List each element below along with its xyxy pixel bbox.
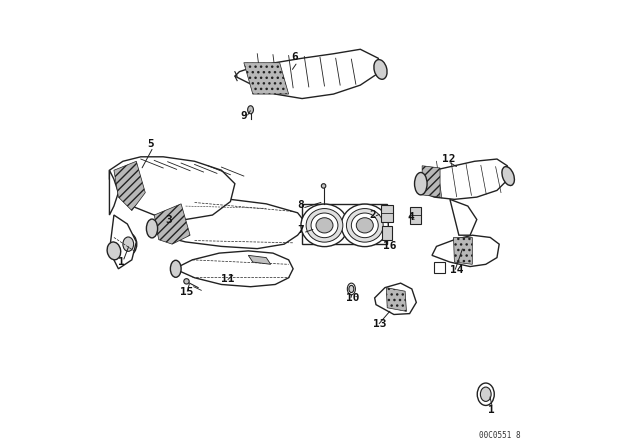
Ellipse shape: [346, 209, 383, 242]
Ellipse shape: [502, 167, 515, 185]
Ellipse shape: [248, 106, 253, 114]
Polygon shape: [150, 199, 307, 249]
Text: 1: 1: [488, 405, 495, 415]
Ellipse shape: [481, 387, 491, 401]
Ellipse shape: [184, 279, 189, 284]
Polygon shape: [174, 251, 293, 287]
FancyBboxPatch shape: [410, 207, 421, 224]
Polygon shape: [419, 159, 508, 199]
Polygon shape: [435, 262, 445, 273]
FancyBboxPatch shape: [381, 205, 394, 222]
Text: 15: 15: [180, 287, 194, 297]
Ellipse shape: [321, 184, 326, 188]
Ellipse shape: [341, 204, 388, 246]
Text: 11: 11: [221, 274, 234, 284]
Text: 00C0551 8: 00C0551 8: [479, 431, 521, 440]
Text: 3: 3: [165, 215, 172, 224]
Polygon shape: [114, 161, 145, 211]
Polygon shape: [454, 237, 472, 264]
Polygon shape: [302, 204, 387, 244]
Ellipse shape: [349, 285, 354, 293]
Polygon shape: [374, 283, 417, 314]
Polygon shape: [422, 166, 440, 197]
Polygon shape: [235, 49, 380, 99]
Text: 5: 5: [148, 139, 154, 149]
Polygon shape: [154, 204, 190, 244]
Ellipse shape: [316, 218, 333, 233]
Ellipse shape: [107, 242, 121, 260]
Ellipse shape: [415, 172, 427, 195]
Ellipse shape: [170, 260, 181, 277]
Text: 13: 13: [373, 319, 387, 329]
Ellipse shape: [147, 219, 157, 238]
Text: 4: 4: [407, 211, 414, 221]
Polygon shape: [387, 288, 406, 311]
Ellipse shape: [311, 213, 338, 237]
Text: 1: 1: [118, 257, 124, 267]
Text: 16: 16: [383, 241, 396, 250]
Polygon shape: [109, 157, 235, 220]
Text: 10: 10: [346, 293, 360, 303]
Text: 6: 6: [291, 52, 298, 62]
Ellipse shape: [374, 60, 387, 79]
Text: 7: 7: [298, 225, 305, 235]
Polygon shape: [109, 215, 136, 269]
Polygon shape: [244, 63, 289, 94]
Ellipse shape: [301, 204, 348, 246]
Polygon shape: [248, 255, 271, 264]
FancyBboxPatch shape: [382, 226, 392, 240]
Ellipse shape: [120, 233, 137, 255]
Text: 9: 9: [241, 111, 248, 121]
Polygon shape: [109, 170, 118, 215]
Text: 2: 2: [369, 210, 376, 220]
Ellipse shape: [306, 209, 343, 242]
Text: 14: 14: [450, 265, 463, 275]
Text: 8: 8: [298, 200, 305, 210]
Ellipse shape: [356, 218, 373, 233]
Polygon shape: [450, 199, 477, 235]
Ellipse shape: [351, 213, 378, 237]
Ellipse shape: [123, 237, 134, 251]
Ellipse shape: [348, 283, 355, 295]
Polygon shape: [432, 235, 499, 267]
Ellipse shape: [477, 383, 494, 405]
Text: 12: 12: [442, 154, 456, 164]
